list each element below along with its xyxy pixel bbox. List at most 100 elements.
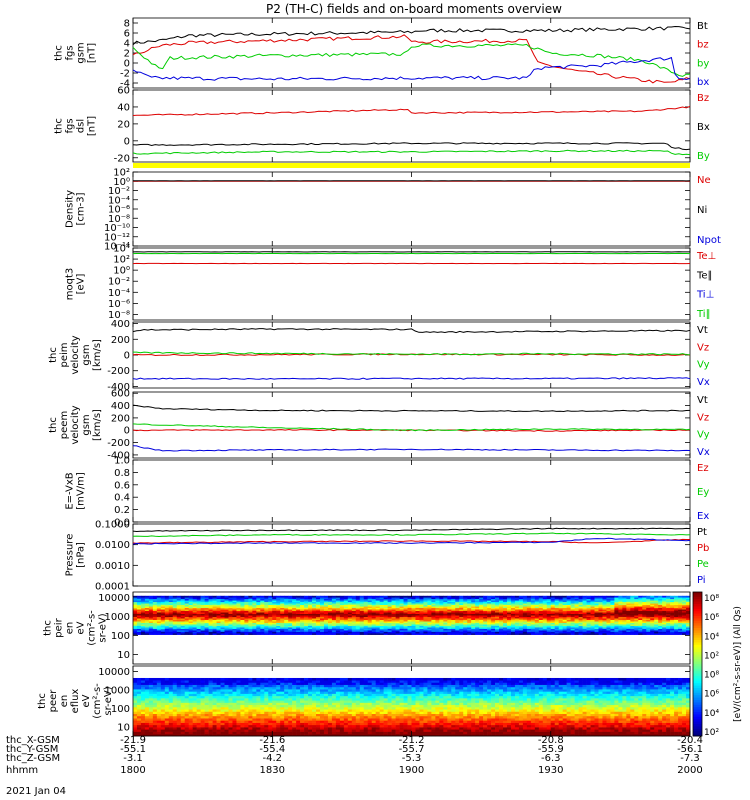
spectrogram-cell — [156, 633, 162, 635]
spectrogram-cell — [586, 624, 591, 626]
spectrogram-cell — [534, 633, 540, 635]
spectrogram-cell — [538, 595, 544, 598]
spectrogram-cell — [606, 613, 611, 616]
spectrogram-cell — [192, 713, 197, 717]
spectrogram-cell — [598, 615, 603, 618]
spectrogram-cell — [212, 720, 217, 723]
spectrogram-cell — [546, 633, 552, 635]
spectrogram-cell — [435, 595, 440, 598]
spectrogram-cell — [391, 622, 396, 625]
spectrogram-cell — [192, 729, 197, 732]
spectrogram-cell — [686, 616, 691, 619]
spectrogram-cell — [316, 595, 321, 598]
spectrogram-cell — [355, 613, 361, 616]
spectrogram-cell — [678, 597, 683, 600]
spectrogram-cell — [176, 727, 182, 730]
spectrogram-cell — [140, 706, 146, 710]
spectrogram-cell — [152, 607, 158, 610]
spectrogram-cell — [526, 633, 532, 635]
spectrogram-cell — [514, 625, 520, 628]
spectrogram-cell — [582, 628, 587, 631]
spectrogram-cell — [371, 609, 376, 612]
spectrogram-cell — [491, 607, 496, 610]
spectrogram-cell — [530, 627, 536, 629]
spectrogram-cell — [276, 733, 281, 737]
y-axis-label-line: sr-eV) — [98, 613, 109, 642]
spectrogram-cell — [610, 597, 615, 600]
spectrogram-cell — [339, 598, 345, 601]
spectrogram-cell — [316, 597, 321, 600]
spectrogram-cell — [514, 601, 520, 604]
spectrogram-cell — [606, 624, 611, 626]
spectrogram-cell — [510, 619, 516, 622]
spectrogram-cell — [510, 607, 516, 610]
spectrogram-cell — [156, 621, 162, 623]
spectrogram-cell — [602, 607, 607, 610]
spectrogram-cell — [566, 612, 571, 615]
spectrogram-cell — [276, 603, 281, 606]
spectrogram-cell — [260, 612, 265, 615]
spectrogram-cell — [379, 615, 384, 618]
spectrogram-cell — [176, 604, 182, 607]
spectrogram-cell — [582, 600, 587, 603]
spectrogram-cell — [407, 628, 412, 631]
spectrogram-cell — [140, 615, 146, 618]
spectrogram-cell — [212, 693, 217, 697]
spectrogram-cell — [256, 630, 261, 632]
spectrogram-cell — [379, 613, 384, 616]
spectrogram-cell — [347, 612, 353, 615]
spectrogram-cell — [319, 622, 325, 625]
spectrogram-cell — [156, 713, 162, 717]
legend-Pb: Pb — [697, 543, 709, 554]
spectrogram-cell — [670, 627, 675, 629]
spectrogram-cell — [586, 616, 591, 619]
spectrogram-cell — [208, 677, 213, 681]
spectrogram-cell — [538, 628, 544, 631]
spectrogram-cell — [395, 630, 400, 632]
spectrogram-cell — [427, 600, 432, 603]
spectrogram-cell — [160, 621, 166, 623]
spectrogram-cell — [506, 631, 512, 634]
spectrogram-cell — [359, 606, 365, 609]
spectrogram-cell — [682, 624, 687, 626]
spectrogram-cell — [331, 633, 337, 635]
spectrogram-cell — [288, 622, 293, 625]
spectrogram-cell — [399, 603, 404, 606]
spectrogram-cell — [574, 631, 579, 634]
spectrogram-cell — [200, 598, 205, 601]
spectrogram-cell — [160, 604, 166, 607]
spectrogram-cell — [399, 622, 404, 625]
spectrogram-cell — [212, 677, 217, 681]
spectrogram-cell — [518, 621, 524, 623]
spectrogram-cell — [280, 625, 285, 628]
spectrogram-cell — [419, 603, 424, 606]
spectrogram-cell — [530, 604, 536, 607]
spectrogram-cell — [272, 613, 277, 616]
spectrogram-cell — [264, 693, 269, 697]
spectrogram-cell — [562, 597, 567, 600]
spectrogram-cell — [232, 713, 237, 717]
spectrogram-cell — [483, 604, 488, 607]
spectrogram-cell — [447, 627, 452, 629]
spectrogram-cell — [491, 610, 496, 613]
spectrogram-cell — [375, 609, 380, 612]
spectrogram-cell — [280, 628, 285, 631]
spectrogram-cell — [160, 595, 166, 598]
spectrogram-cell — [256, 595, 261, 598]
spectrogram-cell — [196, 618, 201, 620]
spectrogram-cell — [184, 695, 189, 699]
spectrogram-cell — [530, 600, 536, 603]
spectrogram-cell — [252, 600, 257, 603]
spectrogram-cell — [499, 597, 504, 600]
spectrogram-cell — [216, 722, 221, 726]
spectrogram-cell — [475, 627, 480, 629]
spectrogram-cell — [323, 609, 329, 612]
spectrogram-cell — [240, 603, 245, 606]
spectrogram-cell — [284, 625, 289, 628]
spectrogram-cell — [630, 607, 635, 610]
spectrogram-cell — [208, 733, 213, 737]
spectrogram-cell — [510, 604, 516, 607]
spectrogram-cell — [610, 601, 615, 604]
spectrogram-cell — [308, 603, 313, 606]
spectrogram-cell — [272, 706, 277, 710]
